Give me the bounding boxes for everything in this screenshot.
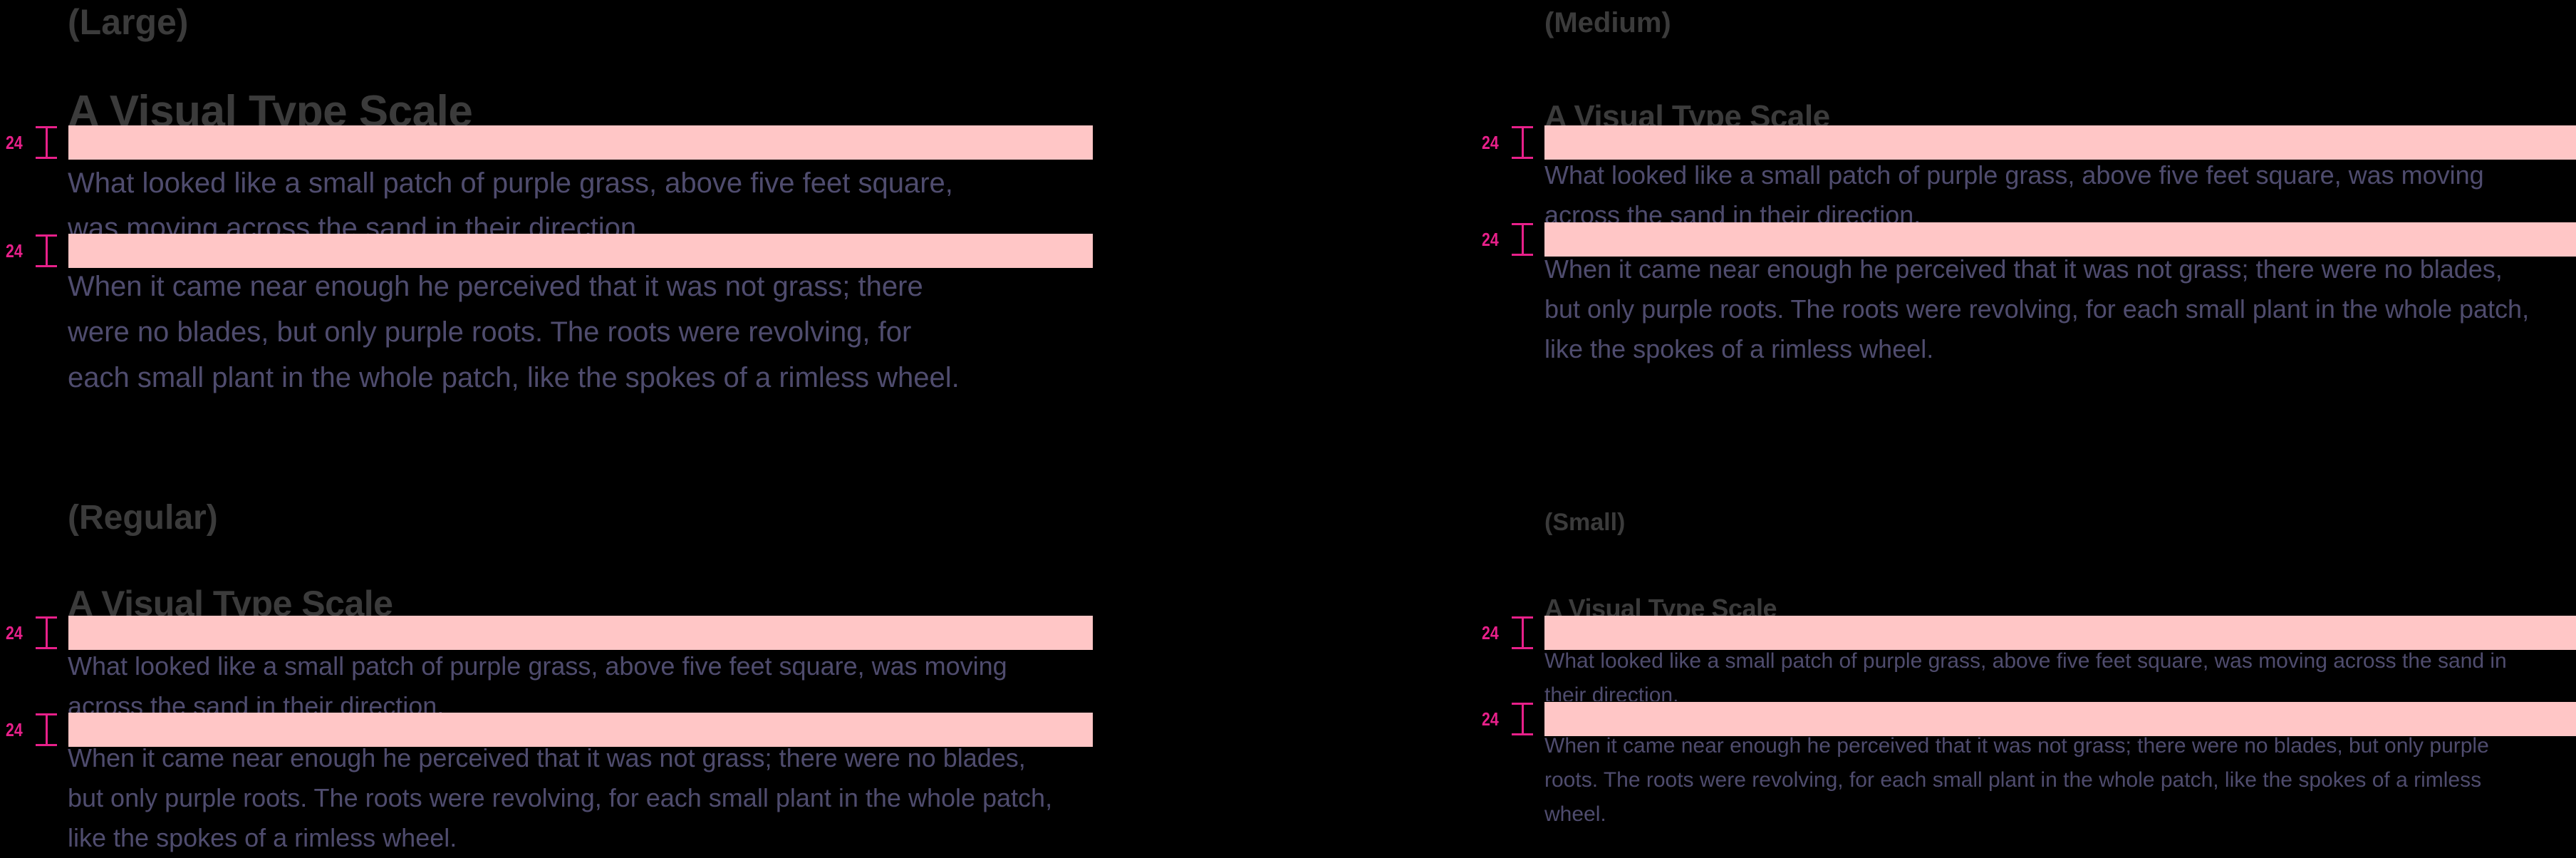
paragraph-line: What looked like a small patch of purple… (1544, 160, 2484, 190)
spacing-band (68, 616, 1093, 650)
heading: A Visual Type Scale (1544, 99, 1830, 126)
paragraph-clip: What looked like a small patch of purple… (1544, 650, 2576, 701)
spacing-value: 24 (6, 132, 23, 153)
spacing-value: 24 (1482, 229, 1499, 250)
size-label: (Medium) (1544, 7, 1671, 38)
size-label: (Regular) (68, 499, 218, 537)
paragraph-line: What looked like a small patch of purple… (68, 167, 953, 199)
paragraph-line: across the sand in their direction. (68, 691, 445, 713)
paragraph-1: What looked like a small patch of purple… (1544, 160, 2484, 222)
heading-clip: A Visual Type Scale (1544, 86, 2576, 126)
heading: A Visual Type Scale (68, 584, 393, 616)
spacing-marker: 24 (1482, 222, 1539, 257)
paragraph-clip: What looked like a small patch of purple… (68, 160, 1136, 234)
heading: A Visual Type Scale (68, 87, 473, 126)
size-label: (Large) (68, 2, 189, 42)
paragraph-line: like the spokes of a rimless wheel. (68, 823, 457, 852)
spacing-band (1544, 702, 2576, 736)
paragraph-clip: What looked like a small patch of purple… (68, 650, 1136, 713)
spacing-marker: 24 (1482, 616, 1539, 650)
paragraph-2: When it came near enough he perceived th… (68, 738, 1052, 858)
spacing-marker: 24 (6, 616, 63, 650)
paragraph-line: their direction. (1544, 683, 1679, 701)
spacing-marker: 24 (6, 234, 63, 268)
spacing-value: 24 (1482, 132, 1499, 153)
paragraph-line: was moving across the sand in their dire… (68, 212, 645, 234)
paragraph-line: but only purple roots. The roots were re… (68, 783, 1053, 812)
paragraph-clip: What looked like a small patch of purple… (1544, 160, 2576, 222)
paragraph-line: When it came near enough he perceived th… (1544, 254, 2503, 284)
paragraph-2: When it came near enough he perceived th… (68, 264, 960, 400)
bracket-icon (1512, 703, 1533, 735)
spacing-value: 24 (1482, 622, 1499, 644)
paragraph-line: but only purple roots. The roots were re… (1544, 294, 2530, 324)
spacing-value: 24 (1482, 708, 1499, 730)
spacing-band (1544, 222, 2576, 257)
bracket-icon (36, 616, 57, 649)
heading-clip: A Visual Type Scale (1544, 581, 2576, 616)
spacing-marker: 24 (6, 125, 63, 160)
paragraph-line: What looked like a small patch of purple… (68, 651, 1007, 681)
bracket-icon (36, 234, 57, 267)
spacing-marker: 24 (1482, 125, 1539, 160)
paragraph-line: were no blades, but only purple roots. T… (68, 316, 912, 348)
spacing-band (68, 234, 1093, 268)
heading-clip: A Visual Type Scale (68, 570, 1094, 616)
bracket-icon (1512, 223, 1533, 256)
size-label: (Small) (1544, 509, 1626, 536)
bracket-icon (1512, 616, 1533, 649)
paragraph-line: When it came near enough he perceived th… (68, 271, 923, 302)
spacing-band (68, 713, 1093, 747)
paragraph-1: What looked like a small patch of purple… (68, 650, 1007, 713)
spacing-marker: 24 (6, 713, 63, 747)
paragraph-line: like the spokes of a rimless wheel. (1544, 334, 1934, 363)
paragraph-line: When it came near enough he perceived th… (1544, 734, 2489, 758)
paragraph-line: each small plant in the whole patch, lik… (68, 362, 960, 393)
paragraph-line: When it came near enough he perceived th… (68, 743, 1026, 772)
paragraph-line: roots. The roots were revolving, for eac… (1544, 768, 2482, 792)
paragraph-line: wheel. (1544, 802, 1606, 826)
paragraph-1: What looked like a small patch of purple… (68, 161, 953, 234)
bracket-icon (1512, 126, 1533, 159)
heading: A Visual Type Scale (1544, 594, 1777, 616)
paragraph-1: What looked like a small patch of purple… (1544, 650, 2507, 701)
paragraph-line: across the sand in their direction. (1544, 200, 1921, 222)
spacing-value: 24 (6, 719, 23, 740)
spacing-band (68, 125, 1093, 160)
heading-clip: A Visual Type Scale (68, 78, 1094, 126)
spacing-band (1544, 125, 2576, 160)
paragraph-2: When it came near enough he perceived th… (1544, 249, 2529, 369)
spacing-value: 24 (6, 240, 23, 262)
bracket-icon (36, 126, 57, 159)
bracket-icon (36, 713, 57, 746)
paragraph-line: What looked like a small patch of purple… (1544, 650, 2507, 673)
spacing-value: 24 (6, 622, 23, 644)
spacing-band (1544, 616, 2576, 650)
paragraph-2: When it came near enough he perceived th… (1544, 729, 2489, 832)
spacing-marker: 24 (1482, 702, 1539, 736)
